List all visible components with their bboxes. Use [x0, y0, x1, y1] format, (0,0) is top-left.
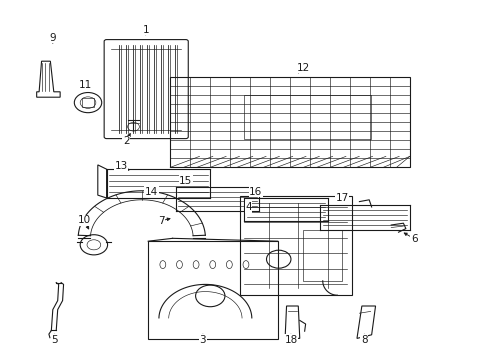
Text: 1: 1	[142, 24, 149, 35]
Bar	[82, 98, 94, 107]
Text: 12: 12	[296, 63, 309, 73]
Bar	[239, 196, 351, 295]
Text: 4: 4	[244, 202, 251, 212]
Bar	[303, 230, 342, 281]
Text: 17: 17	[335, 193, 348, 203]
Text: 10: 10	[78, 215, 90, 225]
Text: 18: 18	[284, 335, 297, 345]
Text: 5: 5	[51, 335, 58, 345]
Text: 8: 8	[360, 335, 367, 345]
Text: 6: 6	[410, 234, 417, 244]
Text: 15: 15	[179, 176, 192, 186]
Text: 13: 13	[114, 161, 128, 171]
Bar	[243, 95, 370, 139]
Text: 11: 11	[79, 80, 92, 90]
Text: 2: 2	[122, 136, 129, 146]
Bar	[148, 241, 277, 339]
Text: 16: 16	[248, 186, 262, 197]
Text: 3: 3	[199, 335, 206, 345]
Bar	[170, 77, 409, 167]
Text: 14: 14	[144, 186, 158, 197]
Text: 9: 9	[49, 33, 56, 43]
Text: 7: 7	[158, 216, 164, 226]
